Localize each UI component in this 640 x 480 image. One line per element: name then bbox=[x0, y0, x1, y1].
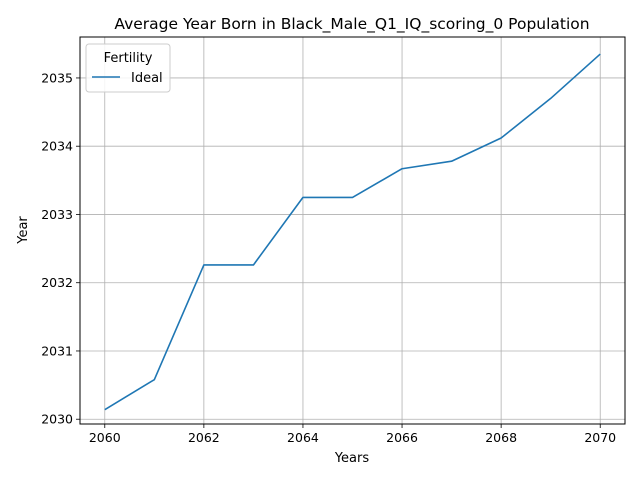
legend-title: Fertility bbox=[104, 51, 153, 66]
legend-label-ideal: Ideal bbox=[131, 71, 163, 86]
legend-box bbox=[85, 43, 171, 93]
x-tick-label: 2066 bbox=[386, 430, 418, 445]
y-tick-label: 2030 bbox=[41, 412, 73, 427]
y-tick-label: 2035 bbox=[41, 70, 73, 85]
y-tick-label: 2031 bbox=[41, 343, 73, 358]
chart-title: Average Year Born in Black_Male_Q1_IQ_sc… bbox=[114, 15, 589, 34]
y-axis-ticks: 2030 2031 2032 2033 2034 2035 bbox=[41, 70, 80, 427]
y-tick-label: 2033 bbox=[41, 207, 73, 222]
series-group bbox=[104, 53, 601, 411]
y-tick-label: 2034 bbox=[41, 139, 73, 154]
y-tick-label: 2032 bbox=[41, 275, 73, 290]
plot-frame bbox=[79, 36, 626, 425]
grid-lines bbox=[80, 37, 625, 424]
x-axis-ticks: 2060 2062 2064 2066 2068 2070 bbox=[89, 424, 616, 445]
x-axis-label: Years bbox=[334, 451, 370, 466]
x-tick-label: 2062 bbox=[188, 430, 220, 445]
x-tick-label: 2068 bbox=[485, 430, 517, 445]
x-tick-label: 2070 bbox=[584, 430, 616, 445]
x-tick-label: 2060 bbox=[89, 430, 121, 445]
y-axis-label: Year bbox=[16, 216, 31, 245]
x-tick-label: 2064 bbox=[287, 430, 319, 445]
series-line-ideal bbox=[104, 53, 601, 411]
legend: Fertility Ideal bbox=[85, 43, 171, 93]
